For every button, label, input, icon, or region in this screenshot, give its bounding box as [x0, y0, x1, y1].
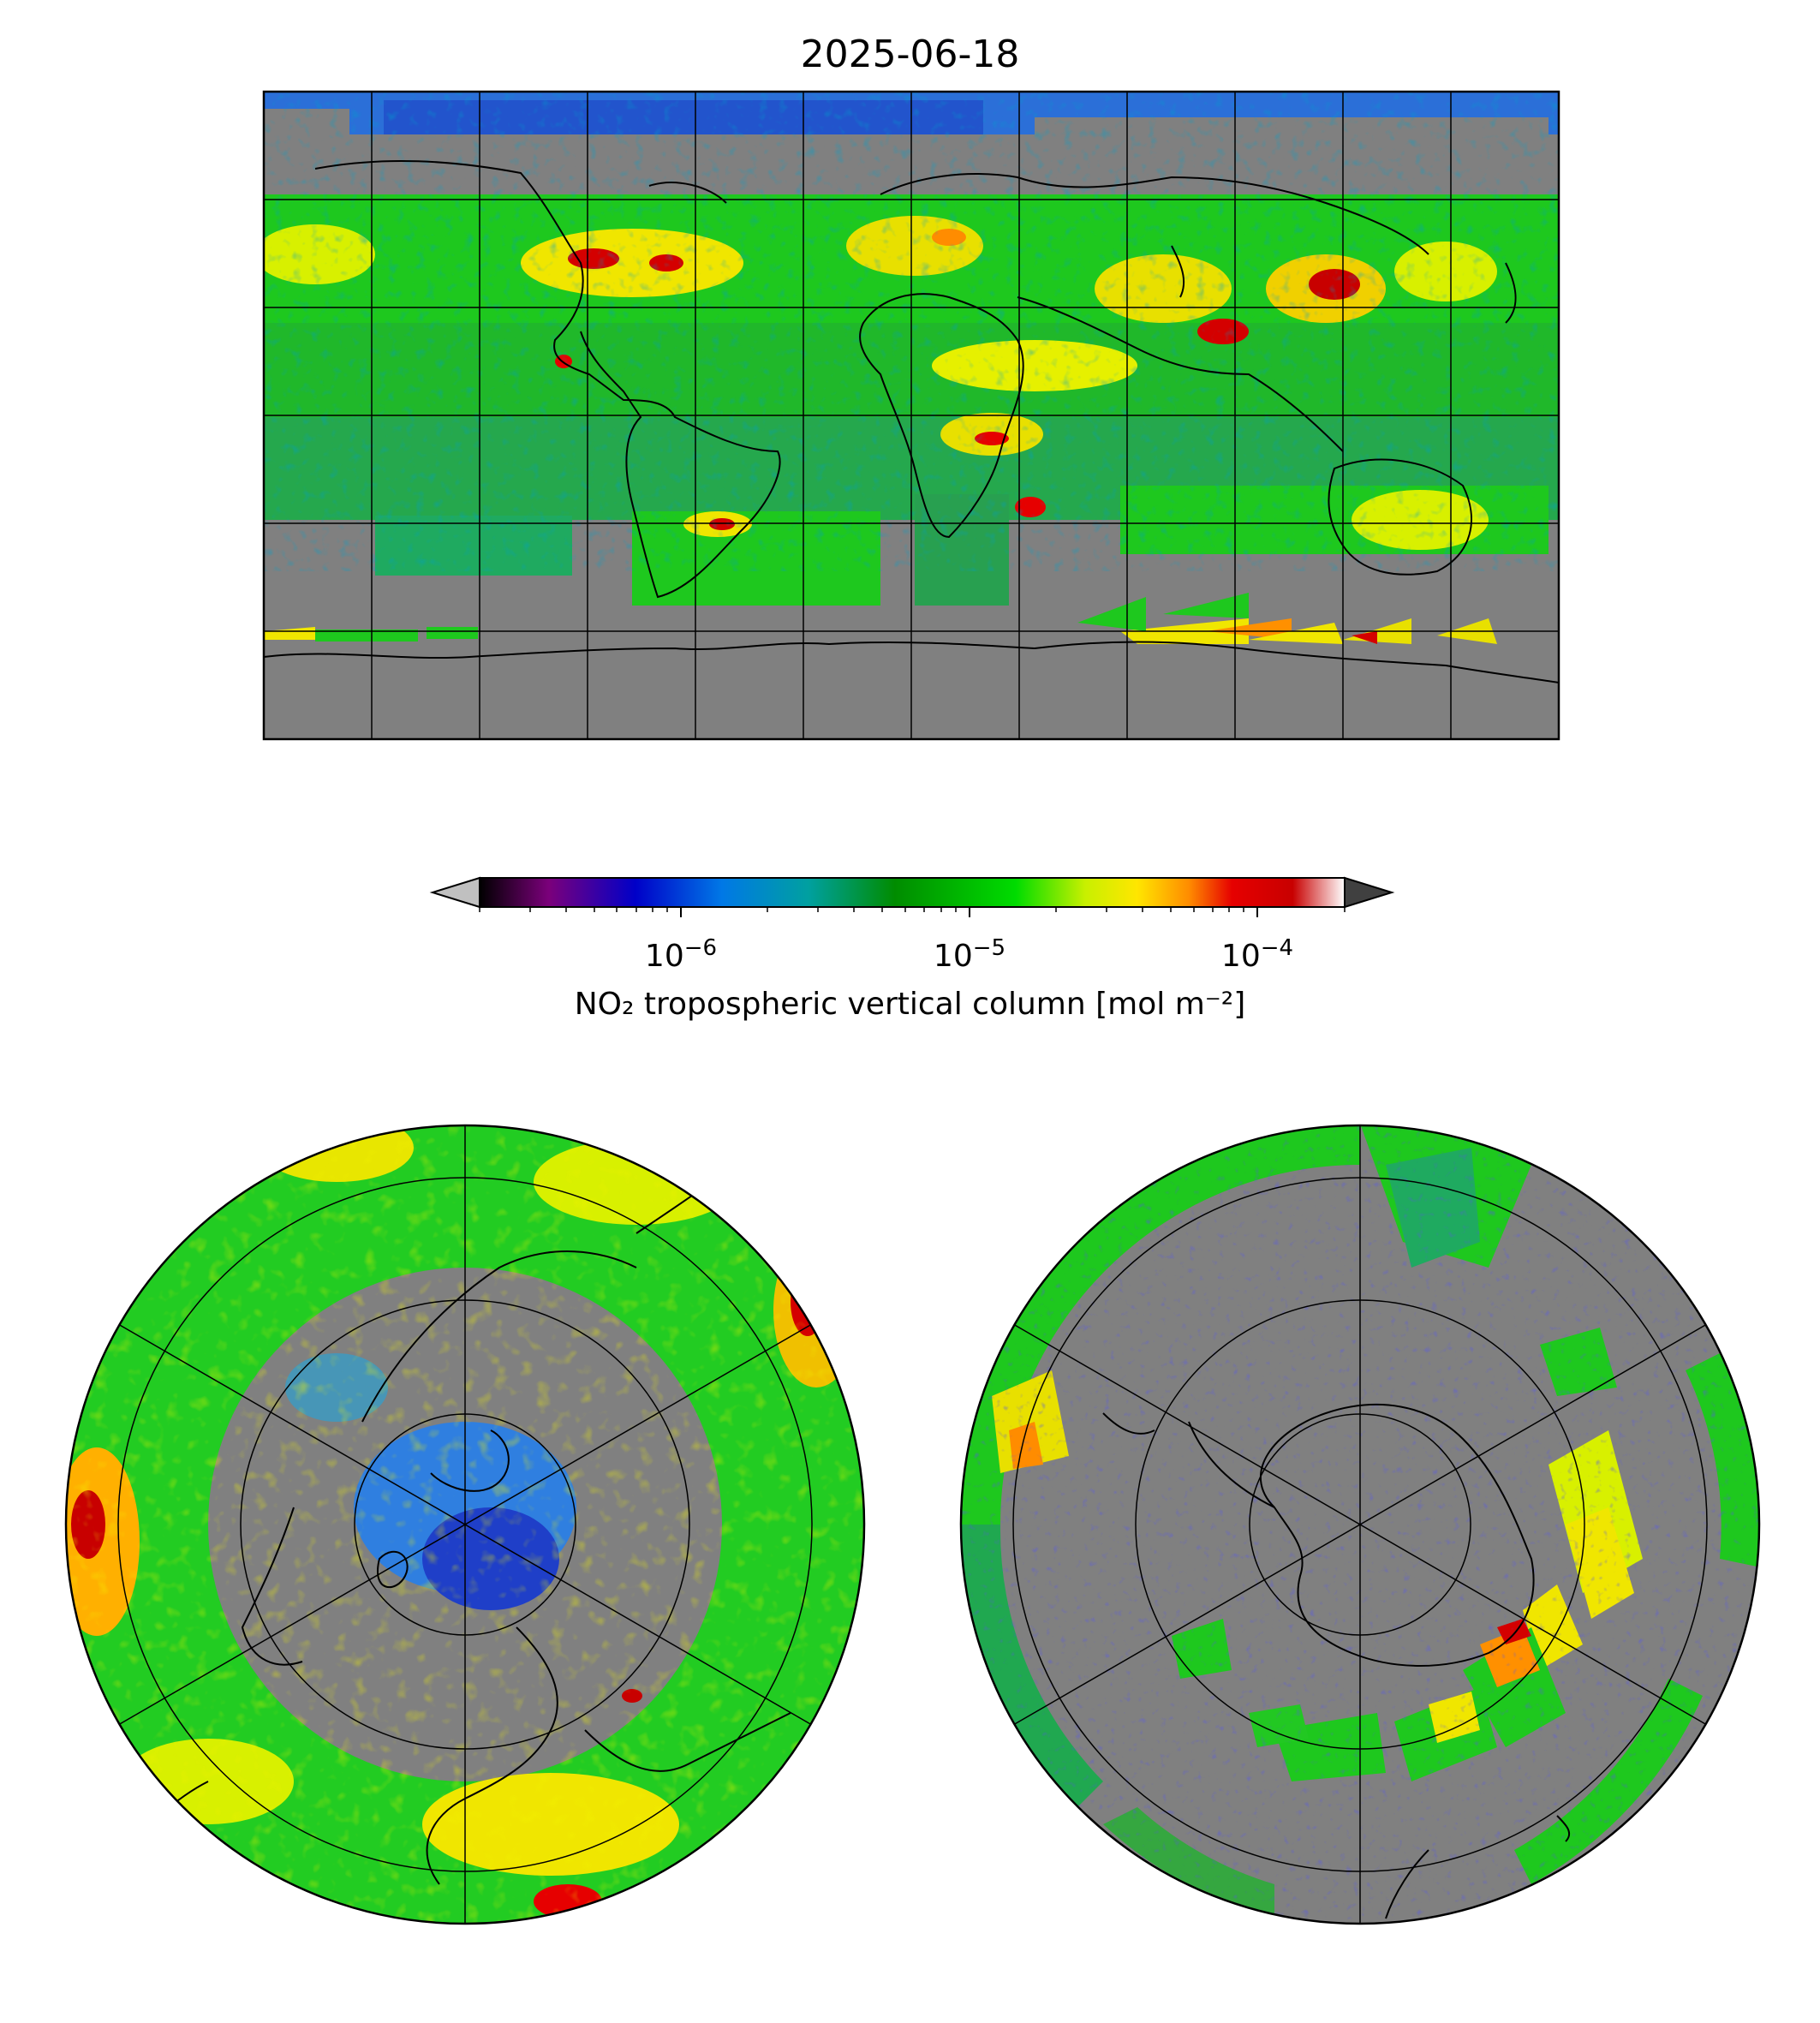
figure-title: 2025-06-18	[800, 33, 1020, 76]
colorbar-label: NO₂ tropospheric vertical column [mol m⁻…	[574, 987, 1246, 1022]
south-polar-map	[959, 1124, 1761, 1925]
colorbar-tick-label: 10−4	[1220, 935, 1294, 974]
colorbar-under-arrow	[429, 876, 480, 909]
global-map	[262, 90, 1560, 741]
colorbar	[429, 876, 1395, 917]
colorbar-tick-label: 10−6	[644, 935, 718, 974]
colorbar-tick-label: 10−5	[933, 935, 1006, 974]
colorbar-gradient	[479, 877, 1346, 908]
colorbar-over-arrow	[1344, 876, 1395, 909]
north-polar-map	[64, 1124, 866, 1925]
